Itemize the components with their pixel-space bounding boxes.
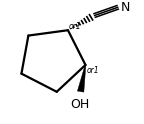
Text: N: N <box>120 1 130 14</box>
Text: or1: or1 <box>69 22 82 31</box>
Text: or1: or1 <box>87 66 99 75</box>
Polygon shape <box>77 65 86 92</box>
Text: OH: OH <box>70 98 89 111</box>
